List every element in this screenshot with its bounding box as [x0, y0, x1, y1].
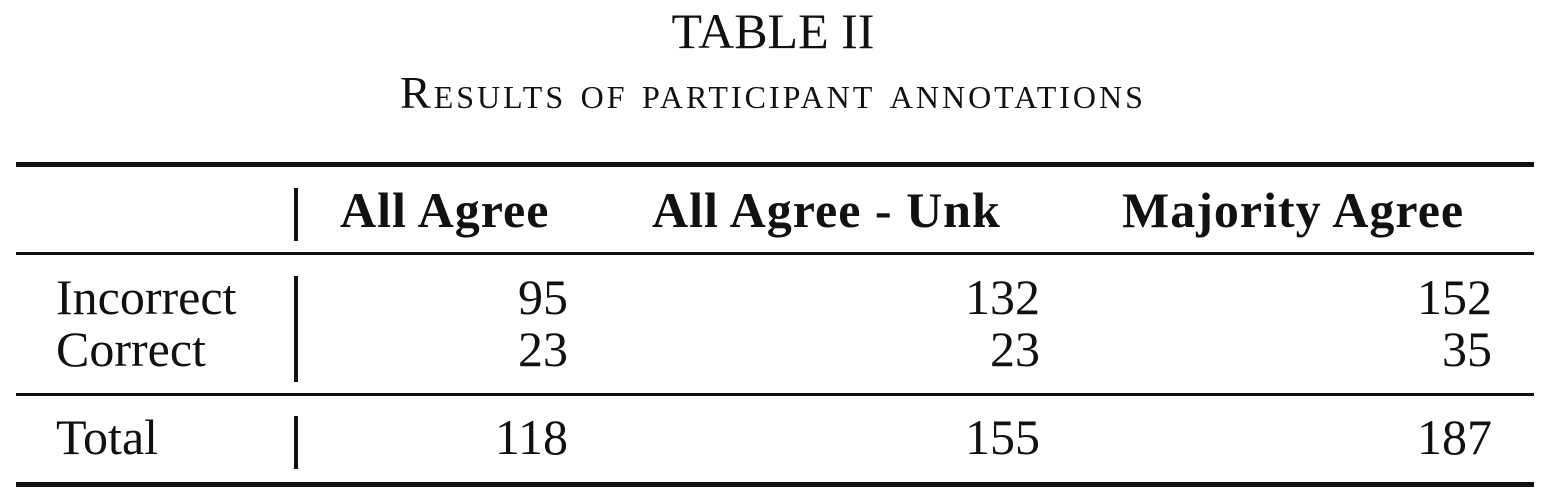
total-cell: 118 [494, 409, 568, 465]
table-title: Results of participant annotations [400, 67, 1146, 118]
column-header-all-agree-unk: All Agree - Unk [652, 182, 1001, 238]
table-number: TABLE II [671, 3, 875, 59]
table-cell: 152 [1417, 269, 1492, 325]
row-label-total: Total [56, 409, 159, 465]
top-rule [16, 162, 1534, 167]
column-header-majority-agree: Majority Agree [1122, 182, 1465, 238]
table-cell: 23 [518, 321, 568, 377]
bottom-rule [16, 482, 1534, 487]
total-rule [16, 393, 1534, 396]
header-rule [16, 252, 1534, 255]
table-cell: 132 [965, 269, 1040, 325]
table-cell: 95 [518, 269, 568, 325]
table-cell: 35 [1442, 321, 1492, 377]
row-label-incorrect: Incorrect [56, 269, 237, 325]
column-separator [294, 188, 298, 241]
total-cell: 155 [965, 409, 1040, 465]
row-label-correct: Correct [56, 321, 206, 377]
total-cell: 187 [1417, 409, 1492, 465]
column-header-all-agree: All Agree [340, 182, 550, 238]
column-separator [294, 276, 298, 382]
table-cell: 23 [990, 321, 1040, 377]
column-separator [294, 416, 298, 469]
